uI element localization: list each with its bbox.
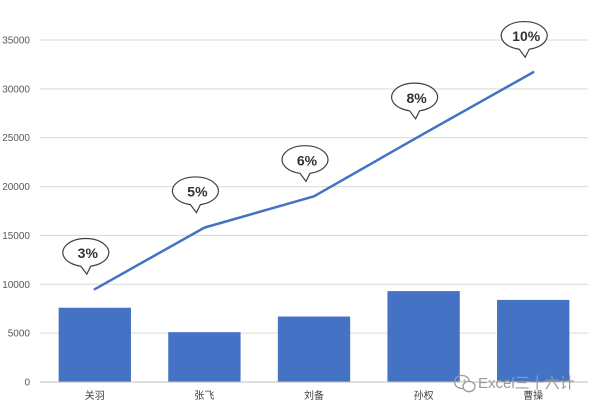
- x-tick-label: 张飞: [194, 390, 214, 402]
- bar: [168, 332, 241, 382]
- x-axis-ticks: 关羽 张飞 刘备 孙权 曹操: [85, 389, 543, 402]
- callout-bubble: [62, 237, 110, 276]
- data-label: 8%: [406, 90, 427, 106]
- data-label-callout: 10%: [500, 20, 548, 59]
- y-tick-label: 10000: [2, 280, 30, 291]
- bar: [58, 307, 131, 382]
- data-labels: 3% 5% 6% 8% 10%: [62, 20, 548, 276]
- y-tick-label: 0: [24, 378, 30, 389]
- watermark-text: Excel三十六计: [478, 375, 575, 392]
- x-tick-label: 孙权: [414, 389, 434, 402]
- gridlines: [40, 39, 588, 334]
- bar: [387, 291, 460, 382]
- callout-bubble: [391, 82, 439, 120]
- callout-bubble: [281, 145, 329, 183]
- bars: [58, 291, 570, 382]
- data-label: 10%: [512, 28, 541, 44]
- data-label-callout: 3%: [62, 237, 110, 276]
- y-tick-label: 15000: [2, 231, 30, 242]
- bar: [497, 299, 570, 382]
- line-series: [93, 70, 535, 291]
- data-label: 3%: [78, 245, 99, 261]
- x-tick-label: 关羽: [85, 389, 105, 402]
- y-axis-ticks: 0 5000 10000 15000 20000 25000 30000 35000: [2, 36, 30, 389]
- data-label-callout: 5%: [171, 176, 219, 214]
- wechat-icon: [453, 374, 476, 393]
- data-label-callout: 6%: [281, 145, 329, 183]
- watermark: Excel三十六计: [453, 374, 575, 393]
- x-tick-label: 刘备: [304, 389, 324, 402]
- data-label: 5%: [187, 184, 208, 200]
- bar: [277, 316, 351, 382]
- y-tick-label: 30000: [2, 84, 30, 95]
- line-series-path: [93, 70, 535, 291]
- y-tick-label: 25000: [2, 133, 30, 144]
- data-label-callout: 8%: [391, 82, 439, 120]
- y-tick-label: 20000: [2, 182, 30, 193]
- data-label: 6%: [297, 152, 318, 168]
- y-tick-label: 5000: [8, 329, 31, 340]
- callout-bubble: [500, 20, 548, 59]
- callout-bubble: [171, 176, 219, 214]
- y-tick-label: 35000: [2, 36, 30, 47]
- x-tick-label: 曹操: [523, 389, 543, 402]
